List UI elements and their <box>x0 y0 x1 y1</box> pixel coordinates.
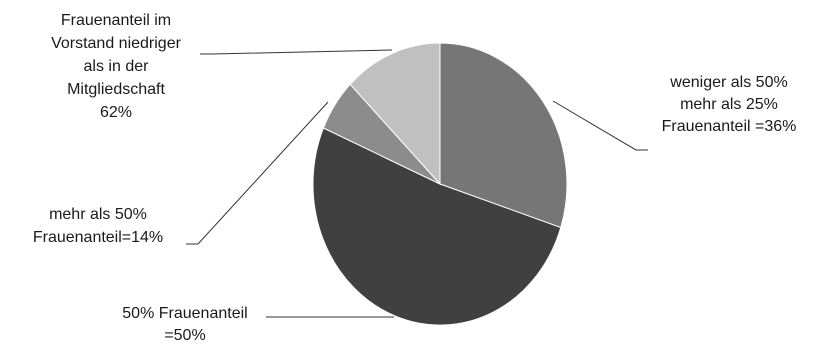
leader-lines <box>186 49 648 318</box>
pie-slice-1 <box>439 42 568 229</box>
slice-label-line: 50% Frauenanteil <box>122 305 247 322</box>
slice-label-1: weniger als 50% mehr als 25% Frauenanteil … <box>662 74 797 135</box>
slice-label-line: Mitgliedschaft <box>67 81 165 98</box>
slice-label-2: 50% Frauenanteil =50% <box>122 305 247 344</box>
slice-label-line: mehr als 50% <box>49 206 147 223</box>
slice-label-line: 62% <box>100 104 132 121</box>
slice-label-line: weniger als 50% <box>669 74 787 91</box>
pie-slices <box>312 42 568 326</box>
pie-slice-2 <box>312 127 562 326</box>
slice-label-line: Vorstand niedriger <box>51 35 182 52</box>
slice-label-4: Frauenanteil im Vorstand niedriger als in … <box>51 12 182 121</box>
slice-label-line: Frauenanteil =36% <box>662 118 797 135</box>
slice-label-line: mehr als 25% <box>680 96 778 113</box>
leader-line-4 <box>200 49 393 55</box>
slice-label-line: =50% <box>164 327 205 344</box>
slice-label-3: mehr als 50% Frauenanteil=14% <box>33 206 163 246</box>
slice-labels: weniger als 50% mehr als 25% Frauenanteil … <box>33 12 797 344</box>
slice-label-line: als in der <box>84 58 150 75</box>
slice-label-line: Frauenanteil im <box>61 12 171 29</box>
leader-line-1 <box>552 100 648 151</box>
pie-slice-4 <box>349 42 441 186</box>
slice-label-line: Frauenanteil=14% <box>33 229 163 246</box>
leader-line-3 <box>186 101 329 245</box>
